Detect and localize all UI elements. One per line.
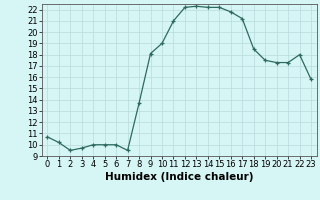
X-axis label: Humidex (Indice chaleur): Humidex (Indice chaleur) (105, 172, 253, 182)
